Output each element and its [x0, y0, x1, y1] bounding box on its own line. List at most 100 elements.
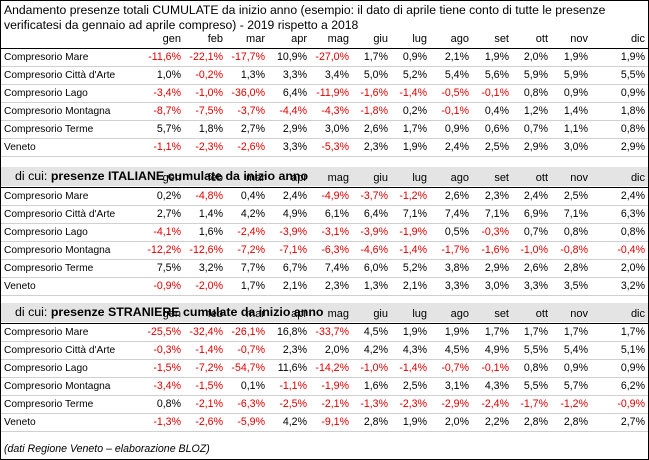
month-header: apr	[268, 306, 310, 324]
value-cell: 0,4%	[472, 102, 512, 121]
value-cell: -12,2%	[142, 241, 184, 260]
value-cell: 0,6%	[472, 120, 512, 139]
value-cell: 2,9%	[472, 259, 512, 278]
value-cell: 1,6%	[352, 377, 391, 396]
value-cell: 2,4%	[268, 187, 310, 206]
value-cell: -7,5%	[184, 102, 226, 121]
value-cell: 1,9%	[391, 323, 430, 342]
month-header: mar	[226, 306, 268, 324]
value-cell: -14,2%	[310, 359, 352, 378]
value-cell: 2,3%	[472, 187, 512, 206]
value-cell: -26,1%	[226, 323, 268, 342]
value-cell: -4,6%	[352, 241, 391, 260]
month-header: ago	[430, 31, 472, 49]
value-cell: -1,8%	[352, 102, 391, 121]
month-header: lug	[391, 170, 430, 188]
data-table: gen feb mar apr mag giu lug ago set ott nov dic Comp…	[1, 306, 648, 432]
value-cell: 2,3%	[268, 341, 310, 360]
source-note: (dati Regione Veneto – elaborazione BLOZ…	[4, 443, 210, 455]
value-cell: -3,4%	[142, 84, 184, 103]
value-cell: 1,2%	[512, 102, 551, 121]
value-cell: 6,9%	[512, 205, 551, 224]
value-cell: -5,9%	[226, 413, 268, 432]
value-cell: -2,6%	[184, 413, 226, 432]
month-header: feb	[184, 306, 226, 324]
value-cell: -36,0%	[226, 84, 268, 103]
month-header: nov	[551, 170, 591, 188]
value-cell: -1,6%	[352, 84, 391, 103]
month-header: mag	[310, 31, 352, 49]
month-header-row: gen feb mar apr mag giu lug ago set ott nov dic	[1, 31, 648, 49]
value-cell: 1,9%	[430, 323, 472, 342]
value-cell: 4,2%	[268, 413, 310, 432]
value-cell: 1,1%	[551, 120, 591, 139]
value-cell: -2,9%	[430, 395, 472, 414]
value-cell: 6,4%	[352, 205, 391, 224]
month-header: nov	[551, 306, 591, 324]
value-cell: -22,1%	[184, 48, 226, 67]
value-cell: -0,2%	[184, 66, 226, 85]
value-cell: 1,3%	[352, 277, 391, 296]
value-cell: 5,0%	[352, 66, 391, 85]
value-cell: 11,6%	[268, 359, 310, 378]
value-cell: 0,5%	[430, 223, 472, 242]
value-cell: -0,4%	[591, 241, 648, 260]
table-row: Compresorio Lago -4,1% 1,6% -2,4% -3,9% -3,1%…	[1, 223, 648, 242]
value-cell: 0,8%	[551, 223, 591, 242]
month-header-row: gen feb mar apr mag giu lug ago set ott nov dic	[1, 170, 648, 188]
value-cell: 0,9%	[430, 120, 472, 139]
value-cell: -2,6%	[226, 138, 268, 157]
value-cell: 5,2%	[391, 259, 430, 278]
month-header: set	[472, 31, 512, 49]
month-header: nov	[551, 31, 591, 49]
row-label: Compresorio Terme	[1, 259, 142, 278]
value-cell: 2,7%	[591, 413, 648, 432]
value-cell: -1,6%	[472, 241, 512, 260]
value-cell: -1,0%	[352, 359, 391, 378]
value-cell: 4,9%	[268, 205, 310, 224]
value-cell: 0,8%	[142, 395, 184, 414]
value-cell: -9,1%	[310, 413, 352, 432]
table-row: Compresorio Lago -1,5% -7,2% -54,7% 11,6% -14…	[1, 359, 648, 378]
value-cell: 0,2%	[391, 102, 430, 121]
value-cell: 2,4%	[512, 187, 551, 206]
value-cell: 3,5%	[551, 277, 591, 296]
value-cell: -2,4%	[226, 223, 268, 242]
value-cell: 1,0%	[142, 66, 184, 85]
value-cell: -2,5%	[268, 395, 310, 414]
value-cell: 3,3%	[512, 277, 551, 296]
value-cell: 2,9%	[591, 138, 648, 157]
row-label: Compresorio Mare	[1, 323, 142, 342]
value-cell: -4,4%	[268, 102, 310, 121]
value-cell: 2,7%	[226, 120, 268, 139]
value-cell: 0,7%	[512, 223, 551, 242]
value-cell: -7,2%	[226, 241, 268, 260]
value-cell: 0,4%	[226, 187, 268, 206]
value-cell: 3,0%	[310, 120, 352, 139]
value-cell: 2,6%	[352, 120, 391, 139]
month-header: feb	[184, 31, 226, 49]
value-cell: 7,5%	[142, 259, 184, 278]
value-cell: 2,3%	[352, 138, 391, 157]
value-cell: -12,6%	[184, 241, 226, 260]
month-header: set	[472, 170, 512, 188]
table-row: Compresorio Montagna -12,2% -12,6% -7,2% -7,…	[1, 241, 648, 260]
value-cell: 2,1%	[391, 277, 430, 296]
value-cell: 2,6%	[430, 187, 472, 206]
value-cell: 7,4%	[310, 259, 352, 278]
value-cell: 2,8%	[551, 259, 591, 278]
value-cell: 5,1%	[591, 341, 648, 360]
value-cell: -1,4%	[184, 341, 226, 360]
value-cell: 3,2%	[184, 259, 226, 278]
header-corner	[1, 170, 142, 188]
month-header: mag	[310, 306, 352, 324]
value-cell: -5,3%	[310, 138, 352, 157]
value-cell: 1,7%	[591, 323, 648, 342]
value-cell: 0,9%	[391, 48, 430, 67]
value-cell: 3,4%	[310, 66, 352, 85]
value-cell: 1,7%	[391, 120, 430, 139]
value-cell: 5,5%	[512, 341, 551, 360]
value-cell: 2,0%	[591, 259, 648, 278]
month-header: giu	[352, 31, 391, 49]
